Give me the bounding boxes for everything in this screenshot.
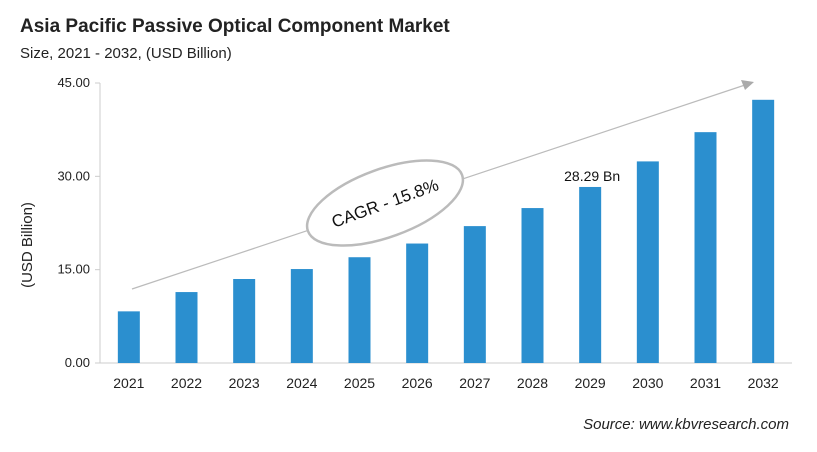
- x-tick-label: 2023: [229, 375, 260, 391]
- bar-2032: [752, 99, 775, 364]
- bar-2026: [406, 243, 429, 363]
- bar-2030: [636, 161, 659, 363]
- bar-2025: [348, 257, 371, 363]
- x-tick-label: 2031: [690, 375, 721, 391]
- chart-title: Asia Pacific Passive Optical Component M…: [20, 16, 450, 37]
- bar-2028: [521, 208, 544, 363]
- y-tick-label: 45.00: [57, 75, 90, 90]
- y-tick-label: 0.00: [65, 355, 90, 370]
- bar-2031: [694, 132, 717, 363]
- bar-2023: [233, 279, 256, 363]
- chart-subtitle: Size, 2021 - 2032, (USD Billion): [20, 45, 232, 62]
- bar-2022: [175, 292, 198, 363]
- y-tick-label: 15.00: [57, 262, 90, 277]
- bar-2027: [463, 226, 486, 363]
- x-tick-label: 2028: [517, 375, 548, 391]
- x-tick-label: 2024: [286, 375, 317, 391]
- bar-2024: [290, 269, 313, 363]
- y-tick-label: 30.00: [57, 168, 90, 183]
- x-tick-label: 2027: [459, 375, 490, 391]
- x-tick-label: 2029: [575, 375, 606, 391]
- y-axis-label: (USD Billion): [19, 202, 36, 288]
- data-label: 28.29 Bn: [564, 168, 620, 184]
- source-text: Source: www.kbvresearch.com: [583, 416, 789, 433]
- x-tick-label: 2032: [748, 375, 779, 391]
- x-tick-label: 2030: [632, 375, 663, 391]
- bar-2029: [579, 186, 602, 363]
- x-tick-label: 2026: [402, 375, 433, 391]
- cagr-ellipse: [305, 159, 465, 247]
- x-tick-label: 2021: [113, 375, 144, 391]
- bar-2021: [117, 311, 140, 363]
- x-tick-label: 2025: [344, 375, 375, 391]
- x-tick-label: 2022: [171, 375, 202, 391]
- trend-arrowhead: [741, 80, 754, 90]
